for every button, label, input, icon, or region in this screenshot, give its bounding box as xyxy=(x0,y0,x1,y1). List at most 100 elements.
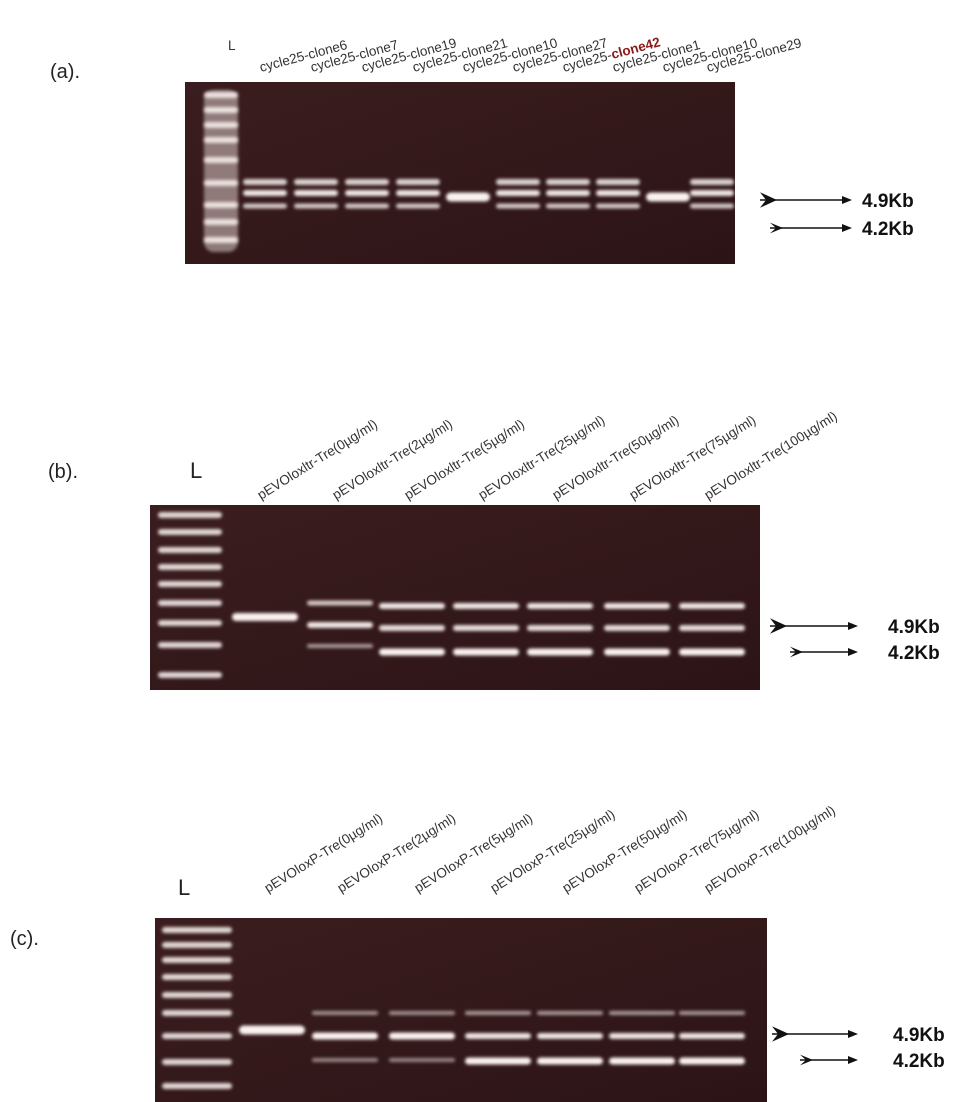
ladder-band xyxy=(204,107,238,113)
gel xyxy=(150,505,760,690)
band xyxy=(396,179,440,185)
band xyxy=(546,204,590,209)
size-marker: 4.2Kb xyxy=(893,1051,945,1072)
lane-label: pEVOloxltr-Tre(0µg/ml) xyxy=(255,416,380,502)
panel-label: (b). xyxy=(48,461,78,483)
ladder-band xyxy=(162,992,232,998)
arrow-head xyxy=(848,648,858,656)
band xyxy=(596,190,640,196)
ladder-band xyxy=(158,600,222,606)
band xyxy=(294,204,338,209)
lane-label: pEVOloxltr-Tre(25µg/ml) xyxy=(476,412,608,502)
band xyxy=(537,1011,603,1015)
lane-label: pEVOloxP-Tre(0µg/ml) xyxy=(262,811,386,896)
band xyxy=(345,190,389,196)
band xyxy=(690,179,734,185)
band xyxy=(596,204,640,209)
band xyxy=(465,1033,531,1039)
band xyxy=(239,1026,305,1035)
ladder-band xyxy=(162,1083,232,1089)
band xyxy=(496,190,540,196)
band xyxy=(389,1011,455,1015)
ladder-band xyxy=(162,1059,232,1065)
lane-label: pEVOloxP-Tre(75µg/ml) xyxy=(632,807,762,896)
band xyxy=(307,644,373,648)
band xyxy=(294,179,338,185)
band xyxy=(453,625,519,631)
band xyxy=(679,1058,745,1065)
band xyxy=(679,625,745,631)
lane-label: pEVOloxltr-Tre(100µg/ml) xyxy=(702,408,840,502)
band xyxy=(679,649,745,656)
band xyxy=(243,179,287,185)
size-marker: 4.9Kb xyxy=(893,1025,945,1046)
band xyxy=(312,1033,378,1040)
band xyxy=(243,204,287,209)
band xyxy=(379,649,445,656)
band xyxy=(345,204,389,209)
ladder-band xyxy=(162,1033,232,1039)
lane-label: pEVOloxP-Tre(50µg/ml) xyxy=(560,807,690,896)
ladder-label: L xyxy=(178,875,190,900)
band xyxy=(596,179,640,185)
band xyxy=(307,622,373,628)
band xyxy=(609,1033,675,1039)
ladder-band xyxy=(204,137,238,143)
band xyxy=(307,601,373,606)
ladder-band xyxy=(162,1010,232,1016)
band xyxy=(527,603,593,609)
ladder-band xyxy=(158,581,222,587)
band xyxy=(690,190,734,196)
band xyxy=(609,1011,675,1015)
ladder-band xyxy=(204,237,238,243)
panel-label: (a). xyxy=(50,61,80,83)
band xyxy=(453,649,519,656)
lane-label: pEVOloxP-Tre(25µg/ml) xyxy=(488,807,618,896)
band xyxy=(527,649,593,656)
ladder-band xyxy=(204,157,238,163)
ladder-band xyxy=(158,529,222,535)
ladder-band xyxy=(204,122,238,128)
arrow-head xyxy=(842,196,852,204)
band xyxy=(379,603,445,609)
ladder-band xyxy=(158,512,222,518)
band xyxy=(604,603,670,609)
band xyxy=(389,1033,455,1040)
band xyxy=(496,179,540,185)
band xyxy=(446,193,490,202)
size-marker: 4.9Kb xyxy=(862,191,914,212)
figure: (a).Lcycle25-clone6cycle25-clone7cycle25… xyxy=(0,0,971,1102)
band xyxy=(537,1058,603,1065)
band xyxy=(496,204,540,209)
band xyxy=(312,1011,378,1015)
band xyxy=(389,1058,455,1062)
lane-label: pEVOloxltr-Tre(50µg/ml) xyxy=(550,412,682,502)
ladder-smear xyxy=(204,90,238,252)
band xyxy=(243,190,287,196)
band xyxy=(609,1058,675,1065)
band xyxy=(312,1058,378,1062)
arrow-head xyxy=(848,1056,858,1064)
ladder-label: L xyxy=(228,38,236,53)
lane-label: pEVOloxltr-Tre(75µg/ml) xyxy=(627,412,759,502)
ladder-band xyxy=(158,672,222,678)
size-marker: 4.9Kb xyxy=(888,617,940,638)
band xyxy=(232,613,298,621)
band xyxy=(396,204,440,209)
ladder-band xyxy=(204,92,238,98)
ladder-band xyxy=(204,219,238,225)
band xyxy=(646,193,690,202)
lane-label: pEVOloxltr-Tre(2µg/ml) xyxy=(330,416,455,502)
ladder-band xyxy=(158,642,222,648)
panel-label: (c). xyxy=(10,928,39,950)
arrow-head xyxy=(848,1030,858,1038)
band xyxy=(690,204,734,209)
size-marker: 4.2Kb xyxy=(888,643,940,664)
band xyxy=(604,649,670,656)
gel xyxy=(185,82,735,264)
band xyxy=(546,179,590,185)
arrow-head xyxy=(848,622,858,630)
band xyxy=(604,625,670,631)
ladder-band xyxy=(158,547,222,553)
ladder-band xyxy=(158,564,222,570)
